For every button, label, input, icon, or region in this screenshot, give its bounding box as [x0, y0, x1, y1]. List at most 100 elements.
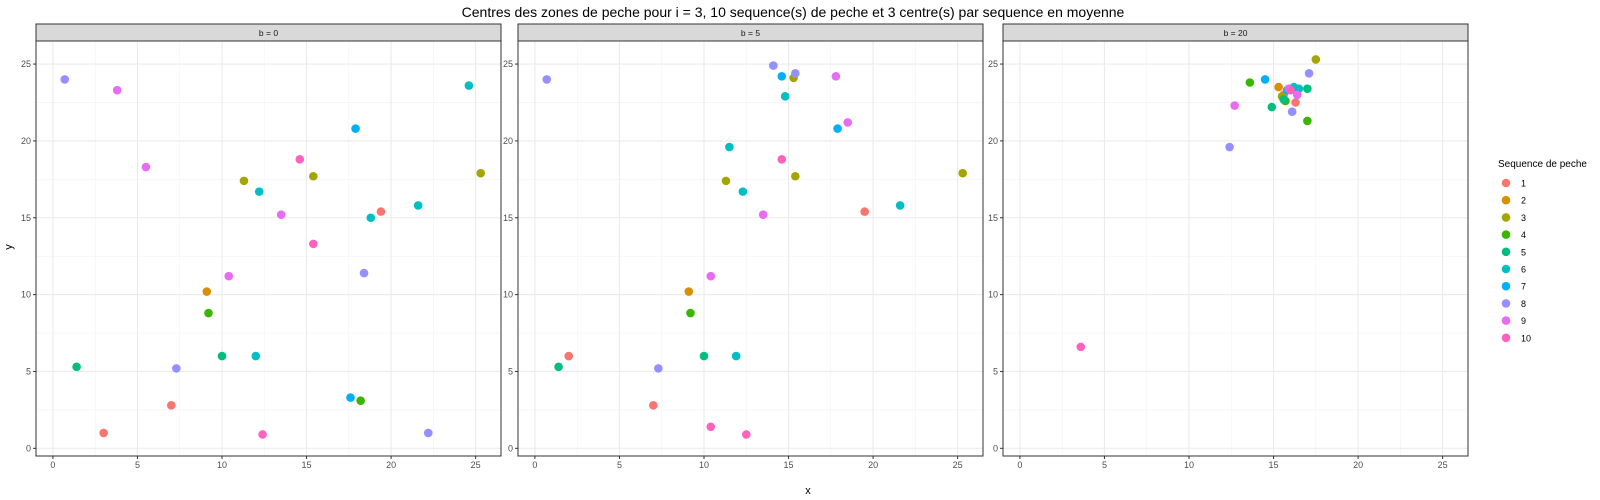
facet-panels: b = 0 0 5 10 15 20 25 0 5 10 15 20 25 b = 5 0 5 10 15 20 25…: [21, 23, 1469, 470]
y-tick-label: 20: [988, 136, 998, 146]
data-point-seq-10: [1286, 85, 1295, 95]
data-point-seq-9: [224, 271, 234, 281]
data-point-seq-6: [895, 201, 905, 210]
plot-background: [36, 41, 501, 456]
data-point-seq-8: [791, 68, 800, 78]
data-point-seq-2: [1274, 82, 1283, 92]
data-point-seq-7: [777, 72, 787, 81]
data-point-seq-7: [351, 124, 360, 133]
y-tick-label: 0: [993, 443, 998, 453]
x-tick-label: 15: [784, 460, 794, 470]
facet-panel: b = 5 0 5 10 15 20 25 0 5 10 15 20 25: [503, 23, 984, 470]
data-point-seq-8: [1304, 68, 1314, 78]
y-tick-label: 5: [993, 366, 998, 376]
data-point-seq-3: [958, 168, 968, 178]
data-point-seq-9: [843, 118, 853, 127]
legend-item: 6: [1501, 264, 1526, 275]
legend-label: 7: [1521, 282, 1526, 292]
legend-key: [1501, 247, 1511, 257]
panel-border: [35, 40, 502, 457]
y-axis-title: y: [3, 244, 15, 250]
x-tick-label: 25: [471, 460, 481, 470]
data-point-seq-10: [309, 239, 318, 249]
legend-label: 9: [1521, 316, 1526, 326]
facet-strip-label: b = 0: [259, 28, 278, 38]
y-tick-label: 15: [21, 213, 31, 223]
legend-item: 4: [1501, 230, 1526, 240]
data-point-seq-6: [780, 92, 790, 101]
data-point-seq-10: [706, 422, 716, 432]
legend-item: 5: [1501, 247, 1526, 257]
data-point-seq-1: [648, 400, 658, 410]
data-point-seq-10: [777, 155, 787, 164]
legend-label: 2: [1521, 196, 1526, 206]
y-tick-label: 10: [988, 290, 998, 300]
data-point-seq-1: [1291, 98, 1300, 107]
legend-key: [1501, 333, 1511, 343]
x-tick-label: 15: [1269, 460, 1279, 470]
y-tick-label: 5: [26, 366, 31, 376]
x-tick-label: 5: [617, 460, 622, 470]
legend: Sequence de peche 1 2 3 4 5 6 7 8 9 10: [1498, 159, 1587, 343]
legend-item: 2: [1501, 196, 1526, 206]
legend-key: [1501, 178, 1511, 188]
data-point-seq-10: [1076, 342, 1086, 352]
data-point-seq-8: [654, 364, 663, 373]
data-point-seq-5: [217, 351, 227, 361]
data-point-seq-4: [1245, 78, 1255, 87]
data-point-seq-9: [831, 72, 841, 81]
legend-label: 6: [1521, 265, 1526, 275]
legend-key: [1501, 264, 1511, 274]
x-tick-label: 15: [302, 460, 312, 470]
data-point-seq-4: [204, 308, 213, 318]
plot-background: [518, 41, 983, 456]
legend-item: 10: [1501, 333, 1531, 343]
x-tick-label: 25: [1438, 460, 1448, 470]
data-point-seq-9: [112, 85, 122, 95]
x-axis-title: x: [805, 485, 811, 497]
y-tick-label: 0: [508, 443, 513, 453]
y-tick-label: 25: [988, 59, 998, 69]
data-point-seq-6: [254, 187, 264, 196]
y-tick-label: 5: [508, 366, 513, 376]
legend-label: 1: [1521, 179, 1526, 189]
data-point-seq-6: [725, 142, 734, 152]
legend-label: 10: [1521, 333, 1531, 343]
chart-title: Centres des zones de peche pour i = 3, 1…: [462, 4, 1125, 20]
legend-title: Sequence de peche: [1498, 159, 1587, 170]
legend-key: [1501, 281, 1511, 291]
data-point-seq-9: [758, 210, 768, 219]
legend-label: 8: [1521, 299, 1526, 309]
x-tick-label: 20: [868, 460, 878, 470]
legend-item: 8: [1501, 299, 1526, 309]
data-point-seq-6: [366, 213, 376, 223]
legend-label: 5: [1521, 247, 1526, 257]
data-point-seq-5: [1279, 95, 1288, 104]
data-point-seq-6: [464, 81, 474, 90]
x-tick-label: 10: [1184, 460, 1194, 470]
facet-panel: b = 20 0 5 10 15 20 25 0 5 10 15 20 25: [988, 23, 1469, 470]
legend-key: [1501, 316, 1511, 325]
y-tick-label: 10: [503, 290, 513, 300]
data-point-seq-4: [1303, 116, 1312, 126]
data-point-seq-6: [413, 201, 423, 210]
x-tick-label: 5: [135, 460, 140, 470]
x-tick-label: 0: [532, 460, 537, 470]
data-point-seq-3: [309, 171, 318, 181]
y-tick-label: 20: [503, 136, 513, 146]
plot-background: [1003, 41, 1468, 456]
data-point-seq-10: [258, 430, 267, 439]
data-point-seq-5: [699, 351, 709, 361]
data-point-seq-1: [99, 428, 108, 438]
legend-item: 1: [1501, 178, 1526, 189]
data-point-seq-1: [860, 207, 869, 216]
data-point-seq-2: [202, 287, 212, 296]
data-point-seq-7: [833, 124, 842, 133]
data-point-seq-8: [172, 364, 181, 373]
data-point-seq-5: [1303, 84, 1312, 93]
x-tick-label: 25: [953, 460, 963, 470]
y-tick-label: 25: [21, 59, 31, 69]
y-tick-label: 15: [503, 213, 513, 223]
